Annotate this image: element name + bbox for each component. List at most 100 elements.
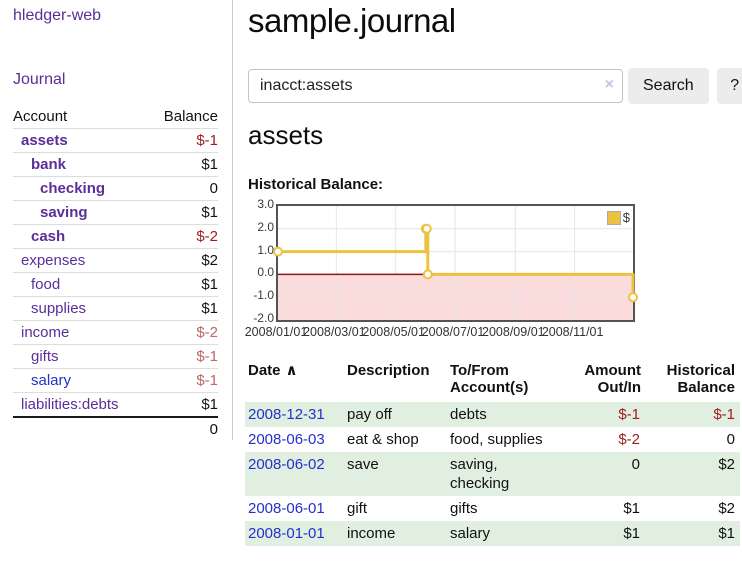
balance-column-header: Historical Balance bbox=[666, 362, 735, 396]
account-balance: 0 bbox=[148, 176, 218, 201]
y-axis-label: 3.0 bbox=[257, 197, 274, 211]
account-link-salary[interactable]: salary bbox=[31, 372, 72, 389]
account-row: supplies $1 bbox=[13, 296, 218, 321]
y-axis-label: -2.0 bbox=[253, 311, 274, 325]
account-row: liabilities:debts $1 bbox=[13, 392, 218, 418]
register-table: Date ∧ Description To/From Account(s) Amo… bbox=[245, 360, 740, 546]
account-tree-header: Account Balance bbox=[13, 106, 218, 129]
account-link-saving[interactable]: saving bbox=[40, 204, 88, 221]
x-axis-label: 2008/11/01 bbox=[541, 325, 604, 339]
amount-column-header: Amount Out/In bbox=[584, 362, 641, 396]
date-column-header[interactable]: Date ∧ bbox=[248, 362, 298, 379]
transaction-description: pay off bbox=[347, 406, 392, 423]
transaction-accounts: food, supplies bbox=[450, 431, 543, 448]
transaction-description: eat & shop bbox=[347, 431, 419, 448]
account-link-income[interactable]: income bbox=[21, 324, 70, 341]
account-balance: $2 bbox=[148, 248, 218, 273]
account-row: income $-2 bbox=[13, 320, 218, 345]
search-input[interactable] bbox=[248, 69, 623, 103]
nav-journal-link[interactable]: Journal bbox=[13, 71, 66, 88]
account-balance: $-2 bbox=[148, 224, 218, 249]
transaction-amount: $1 bbox=[623, 525, 640, 542]
historical-balance-chart: 3.0 2.0 1.0 0.0 -1.0 -2.0 $ 2008/01/01 2… bbox=[245, 198, 740, 344]
transaction-accounts: debts bbox=[450, 406, 487, 423]
brand-link[interactable]: hledger-web bbox=[13, 7, 102, 24]
legend-label: $ bbox=[622, 210, 630, 225]
sidebar-divider bbox=[232, 0, 233, 440]
account-row: cash $-2 bbox=[13, 224, 218, 249]
y-axis-label: 1.0 bbox=[257, 242, 274, 257]
balance-column-header: Balance bbox=[148, 106, 218, 129]
register-row: 2008-06-03 eat & shop food, supplies $-2… bbox=[245, 427, 740, 452]
account-balance: $1 bbox=[148, 296, 218, 321]
account-row: salary $-1 bbox=[13, 368, 218, 393]
account-link-supplies[interactable]: supplies bbox=[31, 300, 87, 317]
account-row: food $1 bbox=[13, 272, 218, 297]
chart-title: Historical Balance: bbox=[248, 176, 384, 193]
transaction-amount: 0 bbox=[631, 456, 640, 473]
account-balance: $-1 bbox=[148, 344, 218, 369]
x-axis-label: 2008/01/01 bbox=[244, 325, 308, 339]
transaction-description: gift bbox=[347, 500, 368, 517]
account-link-liabilities-debts[interactable]: liabilities:debts bbox=[21, 396, 119, 413]
sort-ascending-icon: ∧ bbox=[285, 362, 298, 379]
account-row: expenses $2 bbox=[13, 248, 218, 273]
transaction-balance: 0 bbox=[726, 431, 735, 448]
transaction-date-link[interactable]: 2008-12-31 bbox=[248, 406, 325, 423]
account-link-food[interactable]: food bbox=[31, 276, 61, 293]
account-link-bank[interactable]: bank bbox=[31, 156, 67, 173]
transaction-date-link[interactable]: 2008-06-03 bbox=[248, 431, 325, 448]
register-row: 2008-12-31 pay off debts $-1 $-1 bbox=[245, 402, 740, 427]
transaction-balance: $-1 bbox=[713, 406, 735, 423]
register-row: 2008-06-01 gift gifts $1 $2 bbox=[245, 496, 740, 521]
account-link-gifts[interactable]: gifts bbox=[31, 348, 59, 365]
account-row: checking 0 bbox=[13, 176, 218, 201]
account-link-assets[interactable]: assets bbox=[21, 132, 68, 149]
transaction-balance: $1 bbox=[718, 525, 735, 542]
description-column-header: Description bbox=[347, 362, 430, 379]
accounts-column-header: To/From Account(s) bbox=[450, 362, 529, 396]
account-column-header: Account bbox=[13, 106, 149, 129]
y-axis-label: 2.0 bbox=[257, 219, 274, 234]
transaction-amount: $-2 bbox=[618, 431, 640, 448]
account-balance: $1 bbox=[148, 392, 218, 418]
page-title: sample.journal bbox=[248, 2, 456, 39]
account-link-cash[interactable]: cash bbox=[31, 228, 66, 245]
transaction-balance: $2 bbox=[718, 456, 735, 473]
transaction-amount: $1 bbox=[623, 500, 640, 517]
transaction-date-link[interactable]: 2008-01-01 bbox=[248, 525, 325, 542]
account-total-row: 0 bbox=[13, 417, 218, 441]
clear-search-icon[interactable]: × bbox=[604, 76, 614, 93]
x-axis-label: 2008/07/01 bbox=[421, 325, 485, 339]
legend-swatch-icon bbox=[606, 210, 621, 225]
transaction-date-link[interactable]: 2008-06-02 bbox=[248, 456, 325, 473]
sidebar: hledger-web Journal Account Balance asse… bbox=[0, 0, 245, 441]
help-button[interactable]: ? bbox=[716, 68, 742, 104]
transaction-accounts: salary bbox=[450, 525, 491, 542]
search-form: × Search ? bbox=[248, 68, 742, 104]
account-balance: $-1 bbox=[148, 368, 218, 393]
account-row: gifts $-1 bbox=[13, 344, 218, 369]
account-heading: assets bbox=[248, 120, 324, 150]
y-axis-label: -1.0 bbox=[253, 288, 274, 303]
transaction-date-link[interactable]: 2008-06-01 bbox=[248, 500, 325, 517]
account-balance: $-1 bbox=[148, 128, 218, 153]
register-header-row: Date ∧ Description To/From Account(s) Amo… bbox=[245, 360, 740, 402]
x-axis-label: 2008/05/01 bbox=[362, 325, 425, 339]
chart-legend: $ bbox=[606, 210, 630, 225]
account-link-expenses[interactable]: expenses bbox=[21, 252, 86, 269]
transaction-description: save bbox=[347, 456, 379, 473]
account-balance: $1 bbox=[148, 152, 218, 177]
search-button[interactable]: Search bbox=[628, 68, 709, 104]
transaction-accounts: gifts bbox=[450, 500, 478, 517]
x-axis-label: 2008/03/01 bbox=[303, 325, 366, 339]
transaction-amount: $-1 bbox=[618, 406, 640, 423]
register-row: 2008-01-01 income salary $1 $1 bbox=[245, 521, 740, 546]
x-axis-label: 2008/09/01 bbox=[482, 325, 545, 339]
account-total-value: 0 bbox=[209, 421, 218, 438]
account-balance: $1 bbox=[148, 272, 218, 297]
balance-line-plot bbox=[273, 206, 638, 320]
account-balance: $-2 bbox=[148, 320, 218, 345]
account-balance: $1 bbox=[148, 200, 218, 225]
account-link-checking[interactable]: checking bbox=[40, 180, 106, 197]
